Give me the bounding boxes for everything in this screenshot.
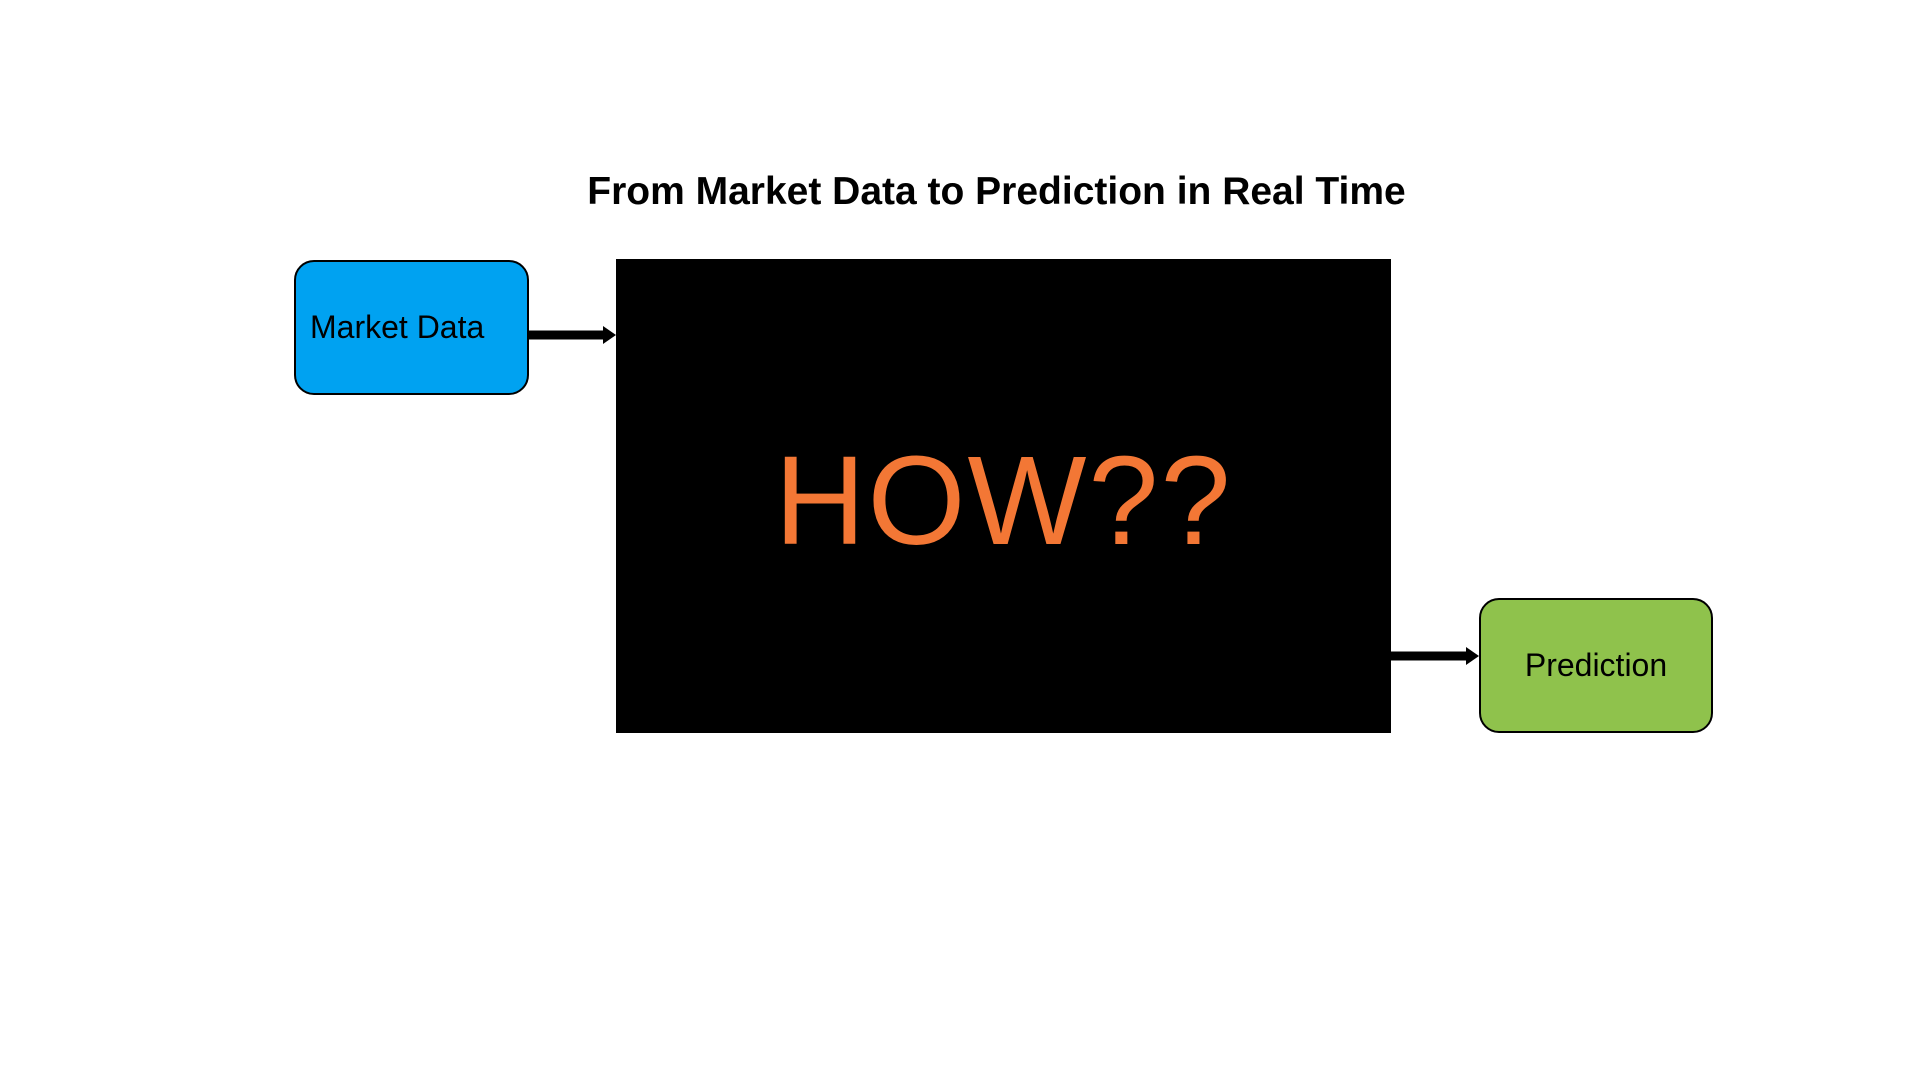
process-black-box: HOW?? [616,259,1391,733]
diagram-title: From Market Data to Prediction in Real T… [587,170,1406,213]
market-data-node: Market Data [294,260,529,395]
prediction-node: Prediction [1479,598,1713,733]
market-data-label: Market Data [310,309,485,345]
prediction-label: Prediction [1524,647,1668,683]
arrow-process-to-prediction [1391,647,1479,665]
arrow-market-to-process [529,326,616,344]
process-label: HOW?? [774,429,1233,571]
